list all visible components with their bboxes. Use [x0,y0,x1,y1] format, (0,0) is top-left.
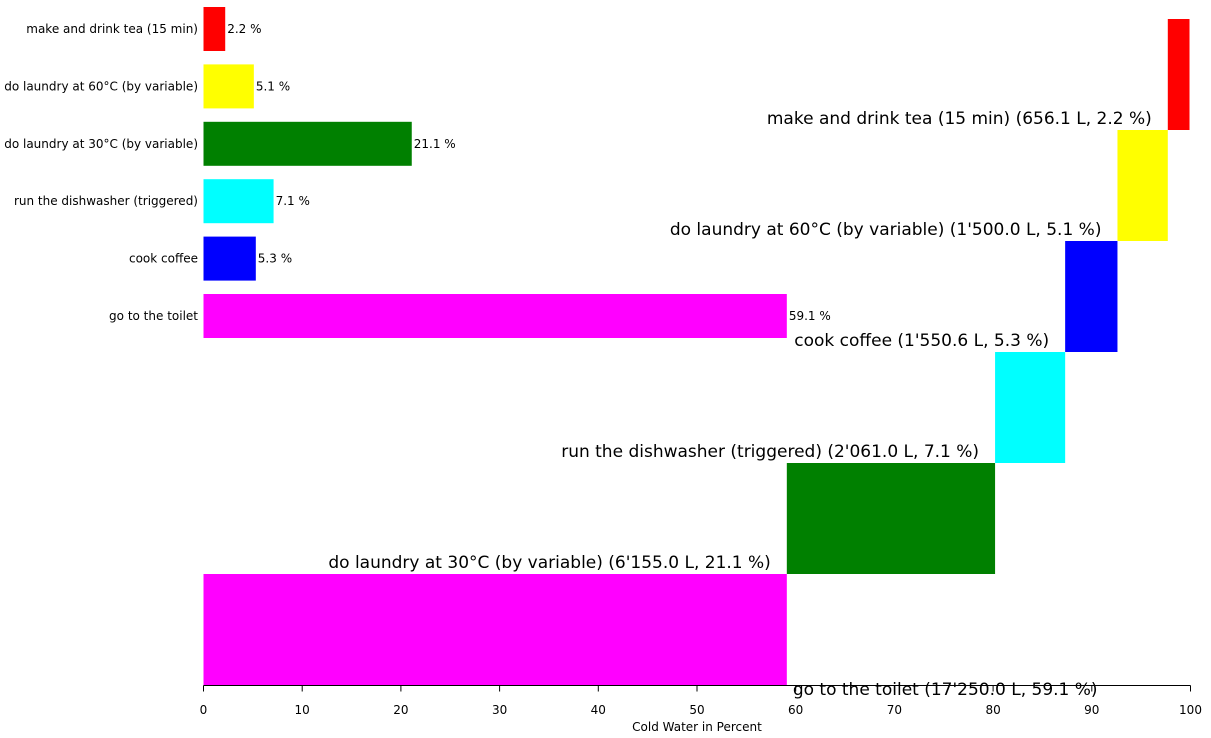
category-bar [203,64,254,109]
waterfall-bar [995,352,1066,463]
category-bar [203,294,787,338]
category-label: run the dishwasher (triggered) [14,194,198,208]
x-axis-title: Cold Water in Percent [632,720,762,734]
waterfall-bar [203,574,787,685]
waterfall-bar [1167,19,1190,130]
value-label: 7.1 % [276,194,310,208]
waterfall-label: run the dishwasher (triggered) (2'061.0 … [561,442,979,462]
x-tick-label: 40 [591,703,606,717]
category-bar [203,121,412,166]
value-label: 59.1 % [789,309,831,323]
x-tick-label: 0 [200,703,208,717]
waterfall-bar [786,463,996,574]
category-label: do laundry at 60°C (by variable) [4,79,198,93]
x-tick-label: 90 [1084,703,1099,717]
category-label: go to the toilet [109,309,198,323]
waterfall-label: do laundry at 60°C (by variable) (1'500.… [670,220,1102,240]
x-tick-label: 50 [689,703,704,717]
value-label: 2.2 % [227,22,261,36]
x-tick-label: 10 [295,703,310,717]
waterfall-bar [1117,130,1168,241]
waterfall-label: make and drink tea (15 min) (656.1 L, 2.… [767,109,1152,129]
category-bar [203,7,226,51]
waterfall-chart: go to the toilet (17'250.0 L, 59.1 %) do … [203,19,1190,700]
waterfall-label: go to the toilet (17'250.0 L, 59.1 %) [793,680,1098,700]
category-label: do laundry at 30°C (by variable) [4,137,198,151]
x-axis: 0 10 20 30 40 50 60 70 80 90 100 Cold Water in Per… [200,685,1202,734]
x-tick-label: 80 [985,703,1000,717]
category-label: make and drink tea (15 min) [26,22,198,36]
x-tick-label: 60 [788,703,803,717]
waterfall-bar [1065,241,1118,352]
value-label: 5.1 % [256,79,290,93]
category-bar [203,179,274,224]
x-tick-label: 30 [492,703,507,717]
waterfall-label: do laundry at 30°C (by variable) (6'155.… [328,553,770,573]
waterfall-label: cook coffee (1'550.6 L, 5.3 %) [794,331,1049,351]
category-bar-chart: make and drink tea (15 min) 2.2 % do laund… [4,7,831,338]
category-label: cook coffee [129,252,198,266]
value-label: 5.3 % [258,252,292,266]
x-tick-label: 100 [1179,703,1202,717]
x-tick-label: 20 [393,703,408,717]
x-tick-label: 70 [887,703,902,717]
value-label: 21.1 % [414,137,456,151]
category-bar [203,236,256,281]
